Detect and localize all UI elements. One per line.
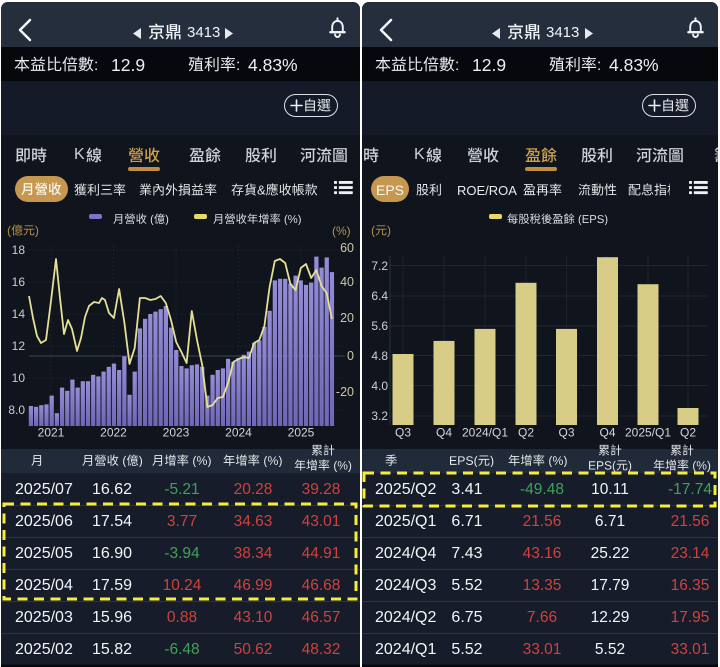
svg-text:16: 16	[12, 275, 26, 289]
svg-text:Q2: Q2	[680, 426, 696, 440]
svg-text:40: 40	[340, 275, 354, 289]
svg-text:2023: 2023	[163, 426, 190, 440]
svg-text:2022: 2022	[100, 426, 127, 440]
svg-text:-20: -20	[336, 385, 354, 399]
svg-text:20: 20	[340, 311, 354, 325]
svg-text:Q3: Q3	[558, 426, 574, 440]
svg-text:7.2: 7.2	[371, 259, 388, 273]
svg-text:2024/Q1: 2024/Q1	[462, 426, 508, 440]
svg-text:4.8: 4.8	[371, 349, 388, 363]
svg-text:8.0: 8.0	[8, 403, 25, 417]
svg-text:10: 10	[12, 371, 26, 385]
svg-text:12: 12	[12, 339, 26, 353]
svg-text:2025/Q1: 2025/Q1	[625, 426, 671, 440]
svg-text:0: 0	[347, 349, 354, 363]
svg-text:2024: 2024	[225, 426, 252, 440]
svg-text:4.0: 4.0	[371, 379, 388, 393]
svg-text:3.2: 3.2	[371, 409, 388, 423]
svg-text:14: 14	[12, 307, 26, 321]
svg-text:Q2: Q2	[518, 426, 534, 440]
svg-text:Q3: Q3	[395, 426, 411, 440]
svg-text:18: 18	[12, 243, 26, 257]
svg-text:6.4: 6.4	[371, 289, 388, 303]
svg-text:5.6: 5.6	[371, 319, 388, 333]
svg-text:Q4: Q4	[599, 426, 615, 440]
svg-text:60: 60	[340, 241, 354, 255]
svg-text:2025: 2025	[288, 426, 315, 440]
svg-text:2021: 2021	[38, 426, 65, 440]
svg-text:Q4: Q4	[436, 426, 452, 440]
